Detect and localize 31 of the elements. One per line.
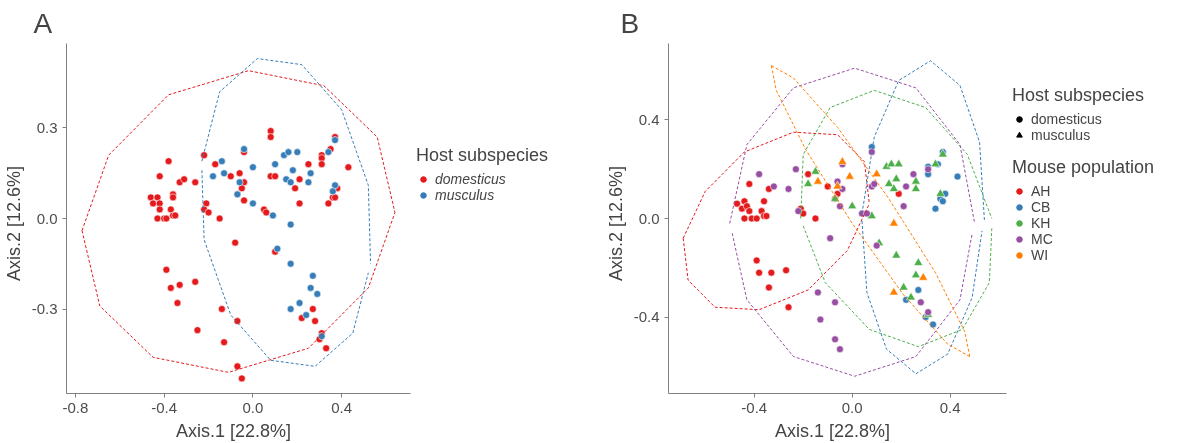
x-tick-label: -0.4 (151, 398, 178, 416)
text: Host subspecies (1012, 85, 1145, 106)
legend-label: musculus (1031, 127, 1091, 143)
chart-title: B (620, 7, 640, 39)
y-tick-label: 0.0 (638, 209, 660, 227)
legend-label: WI (1031, 247, 1050, 263)
y-tick-label: 0.3 (36, 118, 58, 136)
y-tick-label: 0.0 (36, 209, 58, 227)
chart-title: A (33, 7, 53, 39)
x-tick-label: -0.4 (741, 398, 768, 416)
x-tick-label: 0.4 (939, 398, 961, 416)
x-tick-label: 0.0 (841, 398, 863, 416)
legend-label: AH (1031, 183, 1051, 199)
legend-label: CB (1031, 199, 1051, 215)
y-axis-title: Axis.2 [12.6%] (605, 165, 626, 282)
legend-label: domesticus (1031, 111, 1102, 127)
legend-label: KH (1031, 215, 1051, 231)
legend-label: MC (1031, 231, 1053, 247)
x-axis-title: Axis.1 [22.8%] (175, 420, 292, 441)
legend-label: domesticus (435, 171, 506, 187)
y-axis-title: Axis.2 [12.6%] (3, 165, 24, 282)
legend-title: Host subspecies (416, 145, 549, 166)
y-tick-label: -0.3 (31, 300, 58, 318)
legend-title: Mouse population (1012, 157, 1155, 178)
legend-label: musculus (435, 187, 495, 203)
y-tick-label: 0.4 (638, 110, 660, 128)
x-tick-label: 0.0 (242, 398, 264, 416)
y-tick-label: -0.4 (633, 308, 660, 326)
x-axis-title: Axis.1 [22.8%] (774, 420, 891, 441)
x-tick-label: 0.4 (331, 398, 353, 416)
x-tick-label: -0.8 (62, 398, 89, 416)
